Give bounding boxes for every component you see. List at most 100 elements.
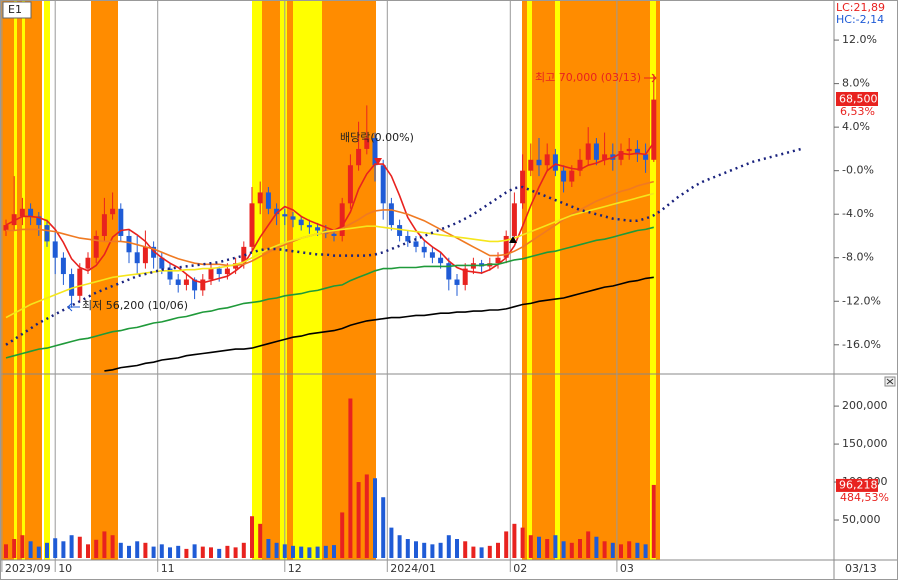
volume-bar [135,541,140,558]
volume-bar [578,539,582,558]
volume-bar [414,541,418,558]
candle-body [200,279,206,291]
volume-bar [266,539,271,558]
candle-body [282,214,288,217]
candle-body [93,235,99,258]
volume-bar [528,535,533,558]
volume-bar [36,546,41,558]
volume-bar [635,542,640,558]
y-tick-label: 150,000 [842,437,888,450]
volume-bar [217,548,222,558]
volume-bar [553,535,558,558]
volume-bar [20,535,25,558]
volume-bar [110,535,115,558]
candle-body [216,268,222,275]
y-tick-label: -16.0% [842,338,881,351]
candle-body [618,151,624,160]
low-arrow [67,302,80,312]
volume-bar [602,541,607,558]
candle-body [44,225,50,242]
candle-body [339,203,345,236]
volume-bar [61,541,66,558]
band [0,0,42,560]
volume-bar [610,542,615,558]
volume-bar [127,545,131,558]
candle-body [167,268,173,280]
candle-body [60,257,66,275]
panel-label-box [2,1,32,19]
last-volume-label: 96,218 [839,478,878,491]
volume-bar [651,484,656,558]
volume-bar [307,547,312,558]
candle-body [388,203,394,226]
volume-bar [438,542,443,558]
volume-bar [479,547,484,558]
candle-body [495,257,501,264]
volume-bar [340,512,345,558]
candle-body [454,279,460,285]
candle-body [511,203,517,236]
candle-body [265,192,271,209]
y-tick-label: 200,000 [842,399,888,412]
x-tick-label: 2024/01 [390,562,436,575]
y-tick-label: 4.0% [842,120,870,133]
volume-bar [94,539,99,558]
candle-body [421,246,427,253]
moving-average-line [5,147,802,346]
panel-label: E1 [8,3,22,16]
volume-bar [69,535,74,558]
volume-bar [233,547,238,558]
volume-bar [594,536,599,558]
volume-bar [422,542,427,558]
close-icon [886,378,894,385]
volume-bar [586,531,591,558]
volume-bar [561,541,566,558]
candle-body [241,246,247,264]
volume-bar [291,545,295,558]
volume-bar [200,546,205,558]
volume-bar [389,527,394,558]
volume-bar [364,474,369,558]
x-tick-label: 12 [288,562,302,575]
volume-bar [159,544,164,558]
candle-body [151,246,157,258]
volume-bar [225,545,230,558]
candle-body [110,208,116,215]
candle-body [577,159,583,171]
candle-body [347,165,353,204]
last-change-label: 6,53% [840,105,875,118]
candle-body [651,99,657,160]
candle-body [593,143,599,160]
signal-marker [509,236,517,243]
volume-bar [356,482,361,558]
volume-bar [446,535,451,558]
band [527,0,532,560]
candle-body [380,165,386,204]
volume-bar [118,542,123,558]
last-volume-change: 484,53% [840,491,889,504]
candle-body [552,154,558,171]
volume-bar [627,541,632,558]
volume-bar [28,541,33,558]
volume-bar [274,542,279,558]
volume-bar [45,542,49,558]
volume-bar [143,542,148,558]
candle-body [192,279,198,291]
last-price-box [836,92,878,106]
low-note: 최저 56,200 (10/06) [82,299,188,312]
volume-bar [348,398,353,558]
hc-label: HC:-2,14 [836,13,884,26]
candle-body [536,159,542,166]
volume-bar [86,544,90,558]
y-tick-label: 50,000 [842,513,881,526]
volume-bar [381,497,386,558]
volume-bar [545,539,550,558]
event-marker [374,158,382,165]
volume-bar [102,531,107,558]
candle-body [69,274,75,296]
candle-body [11,214,17,226]
y-tick-label: 12.0% [842,33,877,46]
band [22,0,25,560]
